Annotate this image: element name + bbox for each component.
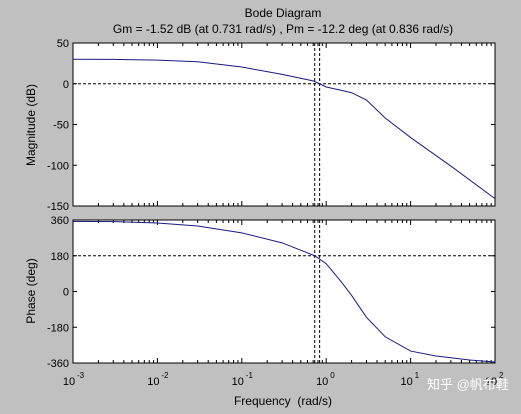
y-tick-label: -50 bbox=[53, 120, 69, 132]
x-tick-exponent: 2 bbox=[499, 371, 504, 380]
phase-markers bbox=[73, 220, 495, 363]
magnitude-y-ticks: 50 0 -50 -100 -150 bbox=[47, 38, 495, 213]
x-tick-exponent: 1 bbox=[415, 371, 420, 380]
y-tick-label: -360 bbox=[47, 358, 69, 370]
y-tick-label: -150 bbox=[47, 201, 69, 213]
x-tick-exponent: -3 bbox=[77, 371, 85, 380]
phase-y-ticks: 360 180 0 -180 -360 bbox=[47, 215, 495, 370]
phase-y-label: Phase (deg) bbox=[24, 258, 38, 323]
y-tick-label: -100 bbox=[47, 160, 69, 172]
chart-title: Bode Diagram bbox=[245, 6, 322, 20]
phase-plot: 360 180 0 -180 -360 Phase (deg) bbox=[24, 215, 496, 370]
magnitude-markers bbox=[73, 43, 495, 206]
y-tick-label: 0 bbox=[63, 79, 69, 91]
x-tick-exponent: -2 bbox=[161, 371, 169, 380]
x-tick-label: 10 bbox=[400, 376, 412, 388]
x-tick-exponent: 0 bbox=[330, 371, 335, 380]
y-tick-label: 50 bbox=[57, 38, 69, 50]
y-tick-label: -180 bbox=[47, 322, 69, 334]
chart-subtitle: Gm = -1.52 dB (at 0.731 rad/s) , Pm = -1… bbox=[113, 22, 453, 36]
magnitude-series-line bbox=[72, 58, 496, 200]
x-tick-exponent: -1 bbox=[246, 371, 254, 380]
magnitude-x-ticks bbox=[72, 43, 496, 206]
magnitude-plot-area bbox=[72, 42, 496, 207]
magnitude-plot: 50 0 -50 -100 -150 Magnitude (dB) bbox=[24, 38, 496, 213]
y-tick-label: 0 bbox=[63, 287, 69, 299]
x-tick-label: 10 bbox=[147, 376, 159, 388]
x-tick-label: 10 bbox=[63, 376, 75, 388]
x-tick-label: 10 bbox=[485, 376, 497, 388]
frequency-axis-label: Frequency (rad/s) bbox=[234, 394, 332, 408]
y-tick-label: 180 bbox=[51, 251, 69, 263]
x-tick-label: 10 bbox=[232, 376, 244, 388]
y-tick-label: 360 bbox=[51, 215, 69, 227]
phase-series-line bbox=[72, 220, 496, 363]
watermark: 知乎 @帆布鞋 bbox=[427, 377, 509, 392]
magnitude-y-label: Magnitude (dB) bbox=[24, 84, 38, 166]
x-tick-label: 10 bbox=[316, 376, 328, 388]
phase-plot-area bbox=[72, 219, 496, 364]
